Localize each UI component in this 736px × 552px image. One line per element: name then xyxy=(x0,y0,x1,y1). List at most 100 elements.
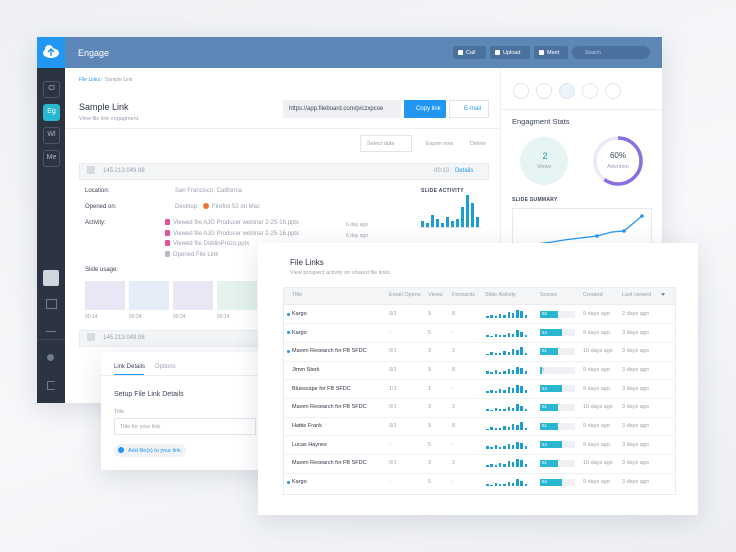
cell-last-viewed: 3 days ago xyxy=(622,329,649,336)
score-label: 51 xyxy=(542,423,548,429)
panel-icon[interactable] xyxy=(605,83,621,99)
help-icon[interactable] xyxy=(47,354,54,361)
spark-bar xyxy=(494,465,498,468)
divider xyxy=(65,128,500,129)
email-button[interactable]: E-mail xyxy=(449,100,489,118)
spark-bar xyxy=(516,384,519,393)
sidebar-item[interactable]: Cl xyxy=(43,81,60,98)
spark-bar xyxy=(520,385,523,393)
spark-bar xyxy=(498,428,502,431)
header-button[interactable]: Upload xyxy=(490,46,530,59)
cell-last-viewed: 3 days ago xyxy=(622,460,649,467)
spark-bar xyxy=(507,407,511,412)
sidebar-icon[interactable] xyxy=(46,323,56,332)
delete-button[interactable]: Delete xyxy=(470,141,486,147)
cell-title[interactable]: Maven Research for FB SFDC xyxy=(292,348,367,355)
sidebar-icon[interactable] xyxy=(46,299,57,309)
activity-text: Opened File Link xyxy=(173,251,219,258)
sidebar-item[interactable]: Wl xyxy=(43,127,60,144)
breadcrumb-link[interactable]: File Links xyxy=(79,77,101,83)
cell-title[interactable]: Jimm Sterk xyxy=(292,367,320,373)
date-picker[interactable]: Select date xyxy=(360,135,412,152)
spark-bar xyxy=(503,426,506,431)
spark-bar xyxy=(494,370,498,374)
cell-title[interactable]: Kargo xyxy=(292,329,307,336)
spark-bar xyxy=(490,427,493,431)
search-box[interactable]: Search xyxy=(572,46,650,59)
cell-title[interactable]: Maven Research for FB SFDC xyxy=(292,404,367,411)
slide-time: 00:24 xyxy=(129,314,142,320)
header-button[interactable]: Meet xyxy=(534,46,568,59)
panel-icon[interactable] xyxy=(559,83,575,99)
url-box[interactable]: https://app.fileboard.com/p/czxpcoe xyxy=(283,100,401,118)
logo[interactable] xyxy=(37,37,65,68)
cell-title[interactable]: Kargo xyxy=(292,479,307,486)
row-divider xyxy=(284,454,674,456)
sort-arrow xyxy=(661,293,665,296)
column-header[interactable]: Last viewed xyxy=(622,292,652,298)
search-placeholder: Search xyxy=(585,50,601,56)
score-fill xyxy=(540,478,563,486)
cell-created: 10 days ago xyxy=(583,404,613,411)
column-header[interactable]: Forwards xyxy=(452,292,475,298)
visit-row[interactable] xyxy=(79,163,489,180)
avatar[interactable] xyxy=(43,270,59,286)
spark-bar xyxy=(494,333,498,337)
active-dot xyxy=(287,331,290,335)
column-header[interactable]: Scores xyxy=(540,292,558,298)
score-track: 64 xyxy=(540,478,575,486)
score-fill xyxy=(540,422,558,430)
cell-title[interactable]: Hattie Frank xyxy=(292,423,322,430)
slide-thumbnail[interactable] xyxy=(173,281,213,310)
panel-icon[interactable] xyxy=(513,83,529,99)
panel-icon[interactable] xyxy=(582,83,598,99)
copy-button[interactable]: Copy link xyxy=(404,100,446,118)
column-header[interactable]: Title xyxy=(292,292,303,298)
sidebar-item[interactable]: Me xyxy=(43,150,60,167)
header-button[interactable]: Call xyxy=(453,46,486,59)
cell-last-viewed: 3 days ago xyxy=(622,423,649,430)
tab-underline xyxy=(114,374,144,375)
cell-forwards: 2 xyxy=(452,460,456,467)
cell-title[interactable]: Bluescape for FB SFDC xyxy=(292,385,351,392)
views-label: Views xyxy=(536,164,552,170)
panel-icon[interactable] xyxy=(536,83,552,99)
spark-bar xyxy=(494,444,498,449)
title-input[interactable]: Title for your link xyxy=(114,418,256,435)
column-header[interactable]: Email Opens xyxy=(389,292,421,298)
cell-title[interactable]: Maven Research for FB SFDC xyxy=(292,460,367,467)
header-button-icon xyxy=(458,50,463,55)
details-toggle[interactable]: Details xyxy=(455,168,474,174)
cell-title[interactable]: Lucas Haynes xyxy=(292,441,327,448)
spark-bar xyxy=(520,311,523,318)
slide-thumbnail[interactable] xyxy=(217,281,257,310)
tab[interactable]: Options xyxy=(155,364,176,370)
cell-created: 9 days ago xyxy=(583,311,610,317)
cell-created: 9 days ago xyxy=(583,385,610,392)
tab-active[interactable]: Link Details xyxy=(114,364,146,370)
sidebar-item-label: Eg xyxy=(47,108,56,115)
activity-time: 6 day ago xyxy=(346,222,368,228)
slide-thumbnail[interactable] xyxy=(129,281,169,310)
sidebar-item-label: Me xyxy=(46,154,57,161)
cell-title[interactable]: Kargo xyxy=(292,311,307,317)
add-files-button[interactable]: Add file(s) to your link xyxy=(114,444,186,457)
column-header[interactable]: Created xyxy=(583,292,603,298)
row-divider xyxy=(284,342,674,344)
activity-bar xyxy=(431,215,434,227)
slide-summary-chart xyxy=(512,208,652,248)
score-label: 50 xyxy=(542,311,548,316)
cell-email-opens: 0/1 xyxy=(389,348,397,355)
logout-icon[interactable] xyxy=(47,381,55,390)
column-header[interactable]: Slide Activity xyxy=(485,292,516,298)
expire-button[interactable]: Expire now xyxy=(426,141,454,147)
slide-thumbnail[interactable] xyxy=(85,281,125,310)
score-label: 51 xyxy=(542,404,548,410)
column-header[interactable]: Views xyxy=(428,292,443,298)
sidebar-item[interactable]: Eg xyxy=(43,104,60,121)
slide-activity-chart xyxy=(419,195,481,228)
visit-avatar xyxy=(87,333,95,341)
cell-email-opens: 0/1 xyxy=(389,460,397,467)
score-track: 64 xyxy=(540,385,575,393)
